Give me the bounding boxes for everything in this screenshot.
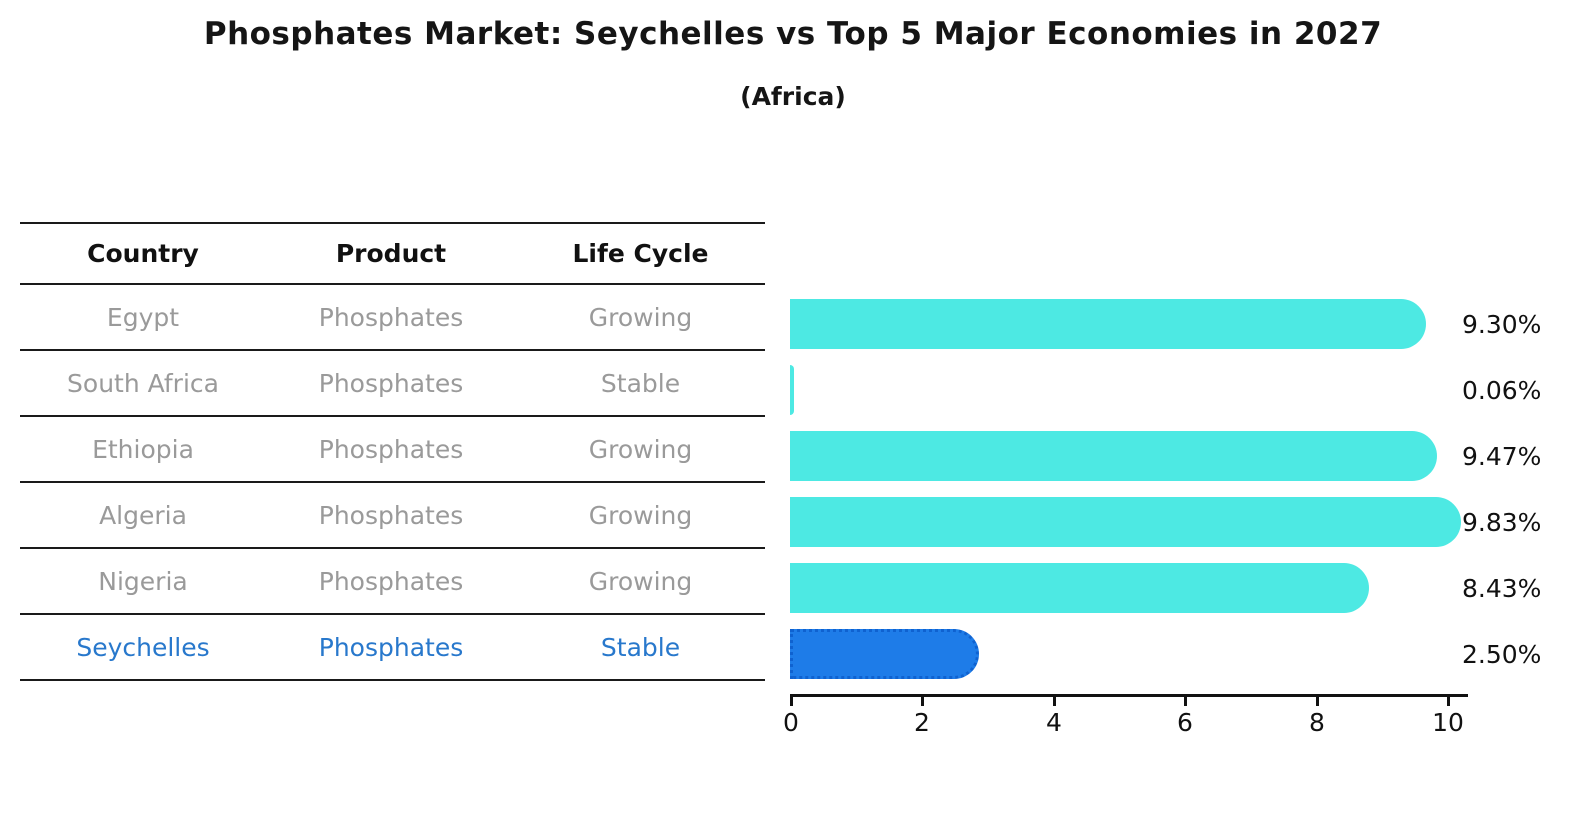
bar-value-label: 9.83% (1462, 507, 1542, 537)
country-cell: Algeria (99, 500, 187, 530)
life-cycle-cell: Growing (588, 434, 693, 464)
bar-egypt (790, 299, 1426, 349)
column-header-product: Product (335, 239, 447, 268)
x-axis-tick (1447, 697, 1450, 706)
bar-chart: 9.30% 0.06% 9.47% 9.83% 8.43% 2.50% (790, 291, 1586, 687)
life-cycle-cell: Growing (588, 566, 693, 596)
bar-ethiopia (790, 431, 1438, 481)
country-cell: Egypt (106, 302, 180, 332)
column-header-life-cycle: Life Cycle (572, 239, 709, 268)
life-cycle-cell: Growing (588, 500, 693, 530)
bar-value-label: 0.06% (1462, 375, 1542, 405)
country-table: Country Product Life Cycle Egypt Phospha… (20, 222, 765, 681)
product-cell: Phosphates (318, 302, 464, 332)
x-axis-tick (921, 697, 924, 706)
page-title: Phosphates Market: Seychelles vs Top 5 M… (203, 16, 1383, 52)
x-axis-tick (790, 697, 793, 706)
table-header-row: Country Product Life Cycle (20, 222, 765, 285)
x-axis-tick-label: 0 (783, 708, 799, 737)
table-row: South Africa Phosphates Stable (20, 351, 765, 417)
bar-algeria (790, 497, 1461, 547)
life-cycle-cell: Stable (600, 368, 681, 398)
country-cell: South Africa (67, 368, 219, 398)
product-cell: Phosphates (318, 434, 464, 464)
table-row: Egypt Phosphates Growing (20, 285, 765, 351)
life-cycle-cell: Stable (600, 632, 681, 662)
bar-nigeria (790, 563, 1369, 613)
x-axis-tick-label: 2 (914, 708, 930, 737)
product-cell: Phosphates (318, 368, 464, 398)
bar-value-label: 9.30% (1462, 309, 1542, 339)
bar-south-africa (790, 365, 794, 415)
x-axis-tick-label: 4 (1046, 708, 1062, 737)
country-cell: Seychelles (76, 632, 210, 662)
x-axis-tick (1053, 697, 1056, 706)
product-cell: Phosphates (318, 500, 464, 530)
bar-seychelles (790, 629, 980, 679)
life-cycle-cell: Growing (588, 302, 693, 332)
bar-value-label: 8.43% (1462, 573, 1542, 603)
x-axis-tick (1316, 697, 1319, 706)
x-axis-tick-label: 6 (1177, 708, 1193, 737)
country-cell: Ethiopia (92, 434, 194, 464)
x-axis: 0 2 4 6 8 10 (783, 694, 1490, 754)
bar-row: 9.47% (790, 423, 1586, 489)
bar-value-label: 2.50% (1462, 639, 1542, 669)
bar-row: 9.30% (790, 291, 1586, 357)
product-cell: Phosphates (318, 566, 464, 596)
bar-row: 8.43% (790, 555, 1586, 621)
bar-row: 0.06% (790, 357, 1586, 423)
x-axis-tick (1184, 697, 1187, 706)
country-cell: Nigeria (98, 566, 188, 596)
table-row-seychelles: Seychelles Phosphates Stable (20, 615, 765, 681)
bar-row: 2.50% (790, 621, 1586, 687)
bar-row: 9.83% (790, 489, 1586, 555)
x-axis-tick-label: 8 (1309, 708, 1325, 737)
table-row: Nigeria Phosphates Growing (20, 549, 765, 615)
page-subtitle: (Africa) (740, 82, 846, 111)
bar-value-label: 9.47% (1462, 441, 1542, 471)
product-cell: Phosphates (318, 632, 464, 662)
table-row: Ethiopia Phosphates Growing (20, 417, 765, 483)
column-header-country: Country (87, 239, 199, 268)
table-row: Algeria Phosphates Growing (20, 483, 765, 549)
x-axis-line (790, 694, 1468, 697)
x-axis-tick-label: 10 (1432, 708, 1464, 737)
